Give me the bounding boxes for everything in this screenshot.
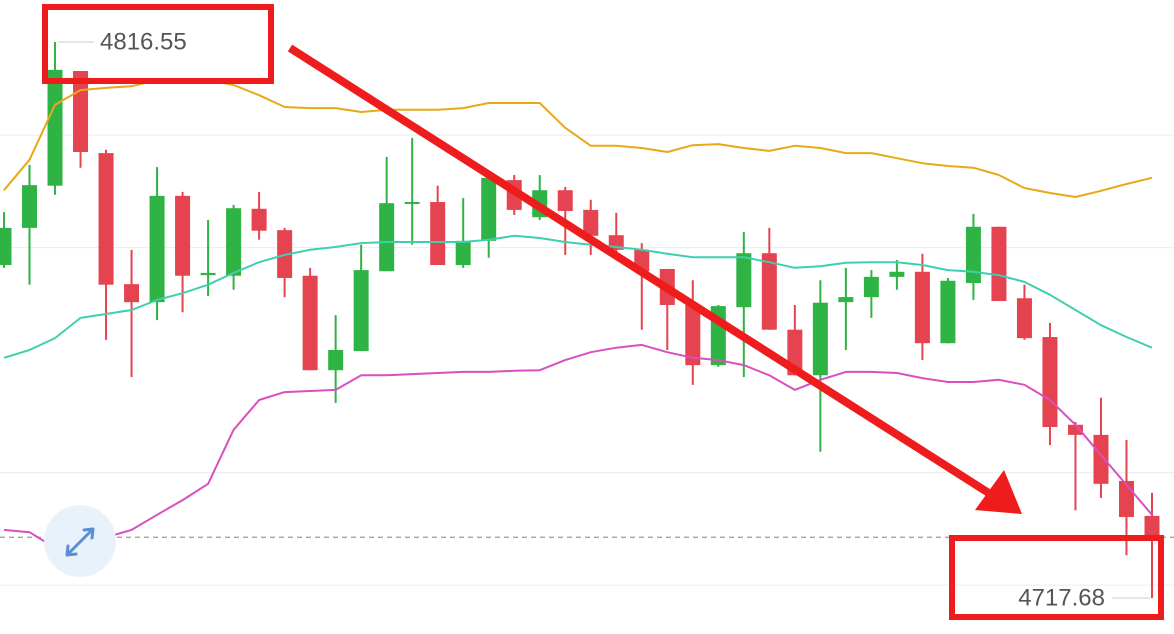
- candle-body: [889, 271, 905, 277]
- candle-body: [1093, 434, 1109, 484]
- high-label: 4816.55: [100, 28, 187, 55]
- candle-body: [557, 190, 573, 212]
- grid: [0, 134, 1174, 586]
- candle-body: [1042, 337, 1058, 428]
- candle-body: [251, 208, 267, 231]
- candle-body: [149, 195, 165, 303]
- indicator-line: [3, 343, 1153, 549]
- candle-body: [430, 202, 446, 266]
- annotation-arrow: [287, 44, 998, 501]
- annotation-arrowhead: [975, 470, 1022, 514]
- candle-body: [98, 153, 114, 285]
- candle-body: [455, 240, 471, 266]
- zoom-icon-arrows: [65, 527, 95, 557]
- candle-body: [940, 280, 956, 344]
- candle-body: [200, 272, 216, 276]
- candle-body: [812, 302, 828, 376]
- candle-body: [175, 195, 191, 276]
- candle-body: [47, 69, 63, 186]
- candle-body: [761, 253, 777, 330]
- candle-body: [353, 270, 369, 352]
- candle-body: [1016, 298, 1032, 339]
- candle-body: [1144, 515, 1160, 541]
- candle-body: [965, 226, 981, 284]
- candle-body: [0, 227, 12, 266]
- candle-body: [379, 203, 395, 272]
- candle-body: [991, 226, 1007, 302]
- candle-body: [481, 177, 497, 241]
- annotation-box: [949, 535, 1164, 620]
- zoom-icon[interactable]: [44, 505, 116, 577]
- candle-body: [583, 209, 599, 236]
- candle-body: [914, 271, 930, 344]
- candle-body: [404, 202, 420, 205]
- candle-body: [22, 185, 38, 228]
- candle-body: [328, 349, 344, 371]
- candle-body: [838, 297, 854, 303]
- low-label: 4717.68: [1018, 584, 1105, 611]
- candle-body: [124, 284, 140, 303]
- candle-body: [302, 275, 318, 371]
- indicator-line: [3, 234, 1153, 359]
- candle-body: [226, 208, 242, 276]
- candle-body: [685, 304, 701, 366]
- candle-body: [736, 253, 752, 308]
- candle-body: [1067, 424, 1083, 435]
- candles: [0, 42, 1160, 599]
- annotation-box: [42, 4, 274, 84]
- candle-body: [863, 276, 879, 298]
